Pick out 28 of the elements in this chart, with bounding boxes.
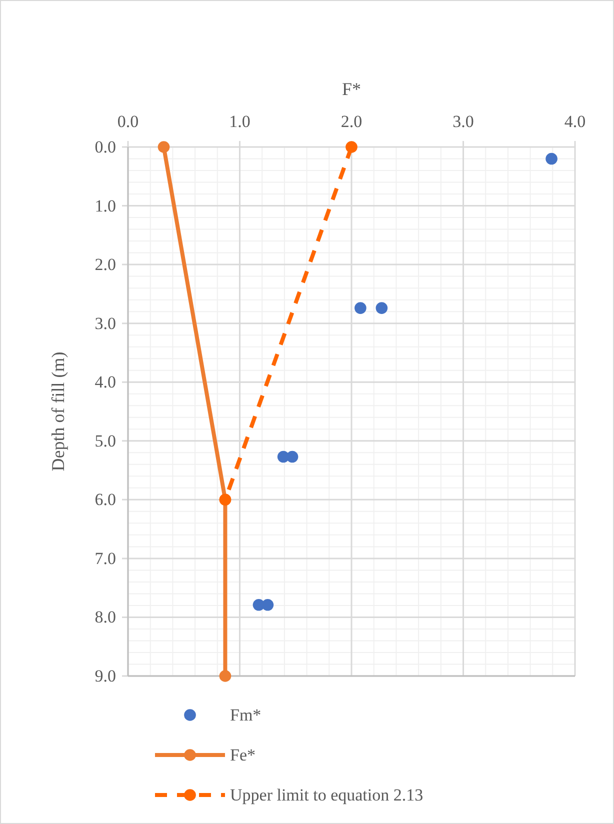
point <box>376 302 388 314</box>
legend-label: Upper limit to equation 2.13 <box>230 786 424 804</box>
point <box>286 450 298 463</box>
point <box>546 152 558 165</box>
y-tick-label: 9.0 <box>94 666 116 686</box>
point <box>219 670 232 682</box>
x-tick-label: 0.0 <box>117 112 139 131</box>
point <box>262 598 274 611</box>
x-axis-title: F* <box>342 79 362 99</box>
y-axis-title: Depth of fill (m) <box>48 352 68 472</box>
y-tick-label: 7.0 <box>94 548 116 568</box>
y-tick-label: 3.0 <box>94 314 116 333</box>
y-tick-label: 5.0 <box>94 431 116 450</box>
y-tick-label: 8.0 <box>94 608 116 627</box>
y-tick-label: 0.0 <box>94 138 116 156</box>
y-tick-label: 2.0 <box>94 255 116 274</box>
point <box>354 302 366 314</box>
x-tick-label: 4.0 <box>564 112 586 131</box>
point <box>158 141 170 153</box>
x-tick-label: 1.0 <box>229 112 250 131</box>
y-tick-label: 4.0 <box>94 372 116 392</box>
x-tick-label: 2.0 <box>340 112 362 131</box>
x-tick-label: 3.0 <box>452 112 474 131</box>
y-tick-label: 6.0 <box>94 490 116 510</box>
point <box>346 141 358 153</box>
legend-label: Fe* <box>230 746 256 764</box>
legend-label: Fm* <box>230 706 262 724</box>
y-tick-label: 1.0 <box>94 196 116 216</box>
